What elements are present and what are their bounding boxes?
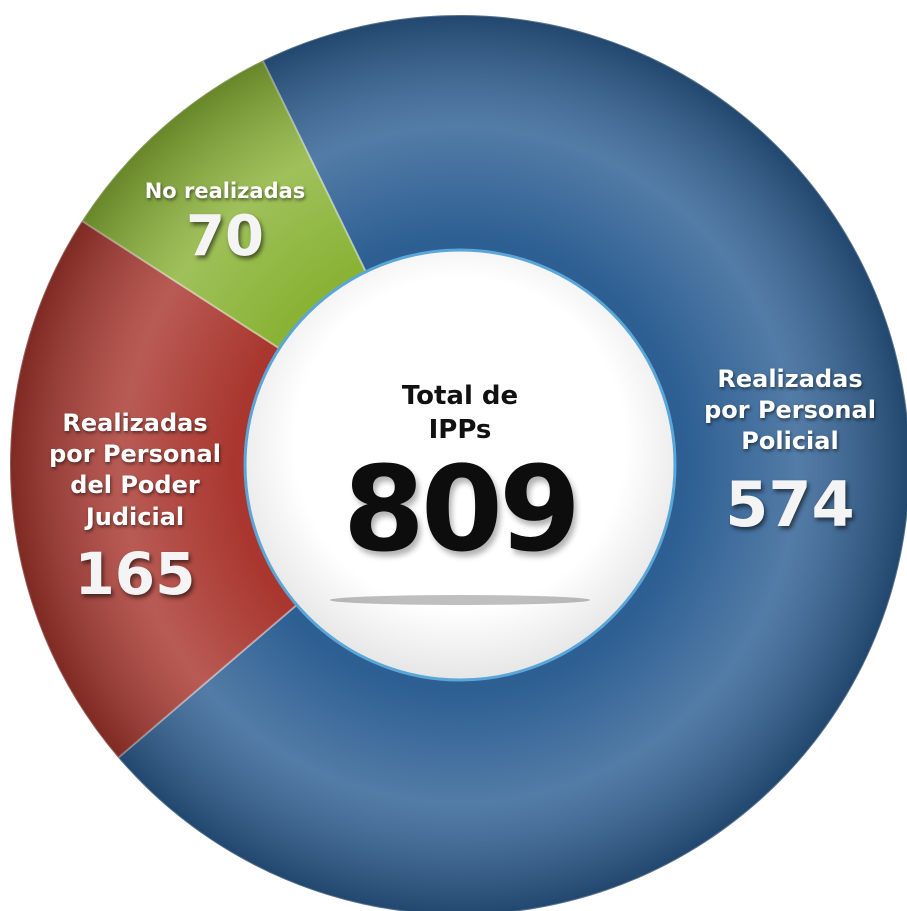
center-total: 809 [342,440,581,578]
center-hole [243,248,677,682]
center-title: Total de IPPs [401,381,519,445]
center-shadow [330,595,590,605]
segment-value: 70 [186,204,264,269]
segment-value: 574 [725,468,855,541]
segment-label: No realizadas [144,179,306,203]
segment-label: Realizadas por Personal del Poder Judici… [49,409,221,531]
segment-label: Realizadas por Personal Policial [704,365,876,456]
segment-value: 165 [74,540,196,608]
